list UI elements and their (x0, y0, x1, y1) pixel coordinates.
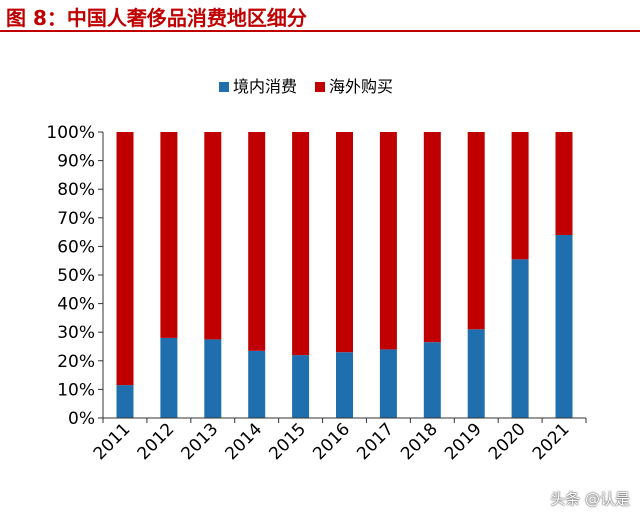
bar-domestic-2013 (204, 339, 222, 418)
bar-domestic-2017 (379, 349, 397, 418)
y-tick-label: 10% (57, 380, 95, 400)
bar-overseas-2017 (379, 132, 397, 350)
y-tick-label: 80% (57, 180, 95, 200)
x-tick-label: 2021 (529, 419, 574, 464)
bar-overseas-2013 (204, 132, 222, 340)
bar-overseas-2021 (555, 132, 573, 235)
y-tick-label: 40% (57, 295, 95, 315)
bar-domestic-2015 (292, 355, 310, 418)
bar-domestic-2020 (511, 259, 529, 418)
bar-overseas-2015 (292, 132, 310, 356)
bar-overseas-2016 (336, 132, 353, 353)
legend-label-overseas: 海外购买 (329, 77, 393, 96)
bar-domestic-2018 (423, 342, 441, 418)
bar-overseas-2019 (467, 132, 485, 330)
legend-swatch-domestic (219, 82, 229, 92)
figure-title: 图 8：中国人奢侈品消费地区细分 (6, 6, 307, 30)
bar-domestic-2021 (555, 235, 573, 418)
y-tick-label: 0% (68, 409, 95, 429)
y-tick-label: 20% (57, 352, 95, 372)
bar-domestic-2014 (248, 350, 266, 418)
x-tick-label: 2020 (485, 419, 530, 464)
x-tick-label: 2018 (397, 419, 442, 464)
y-tick-label: 50% (57, 266, 95, 286)
x-tick-label: 2013 (178, 419, 223, 464)
bar-domestic-2019 (467, 329, 485, 418)
y-tick-label: 70% (57, 209, 95, 229)
title-rule (0, 30, 640, 32)
x-tick-label: 2015 (265, 419, 310, 464)
legend-label-domestic: 境内消费 (233, 77, 297, 96)
x-tick-label: 2016 (309, 419, 354, 464)
y-tick-label: 60% (57, 237, 95, 257)
bar-domestic-2012 (160, 337, 178, 418)
x-tick-label: 2012 (134, 419, 179, 464)
bar-overseas-2020 (511, 132, 529, 260)
y-tick-label: 30% (57, 323, 95, 343)
x-tick-label: 2017 (353, 419, 398, 464)
bar-overseas-2018 (423, 132, 441, 343)
y-tick-label: 90% (57, 152, 95, 172)
bars (116, 132, 573, 418)
bar-domestic-2016 (336, 352, 353, 418)
watermark: 头条 @认是 (550, 490, 630, 508)
y-tick-label: 100% (46, 123, 95, 143)
x-tick-label: 2019 (441, 419, 486, 464)
x-tick-label: 2014 (221, 419, 266, 464)
bar-overseas-2011 (116, 132, 134, 386)
x-axis: 2011 2012 2013 2014 2015 2016 2017 2018 2019 2020… (90, 417, 587, 464)
bar-overseas-2012 (160, 132, 178, 338)
bar-domestic-2011 (116, 385, 134, 418)
legend: 境内消费 海外购买 (219, 77, 393, 96)
x-tick-label: 2011 (90, 419, 135, 464)
legend-swatch-overseas (315, 82, 325, 92)
bar-overseas-2014 (248, 132, 266, 351)
y-axis: 0% 10% 20% 30% 40% 50% 60% 70% 80% 90% 100% (46, 123, 104, 429)
